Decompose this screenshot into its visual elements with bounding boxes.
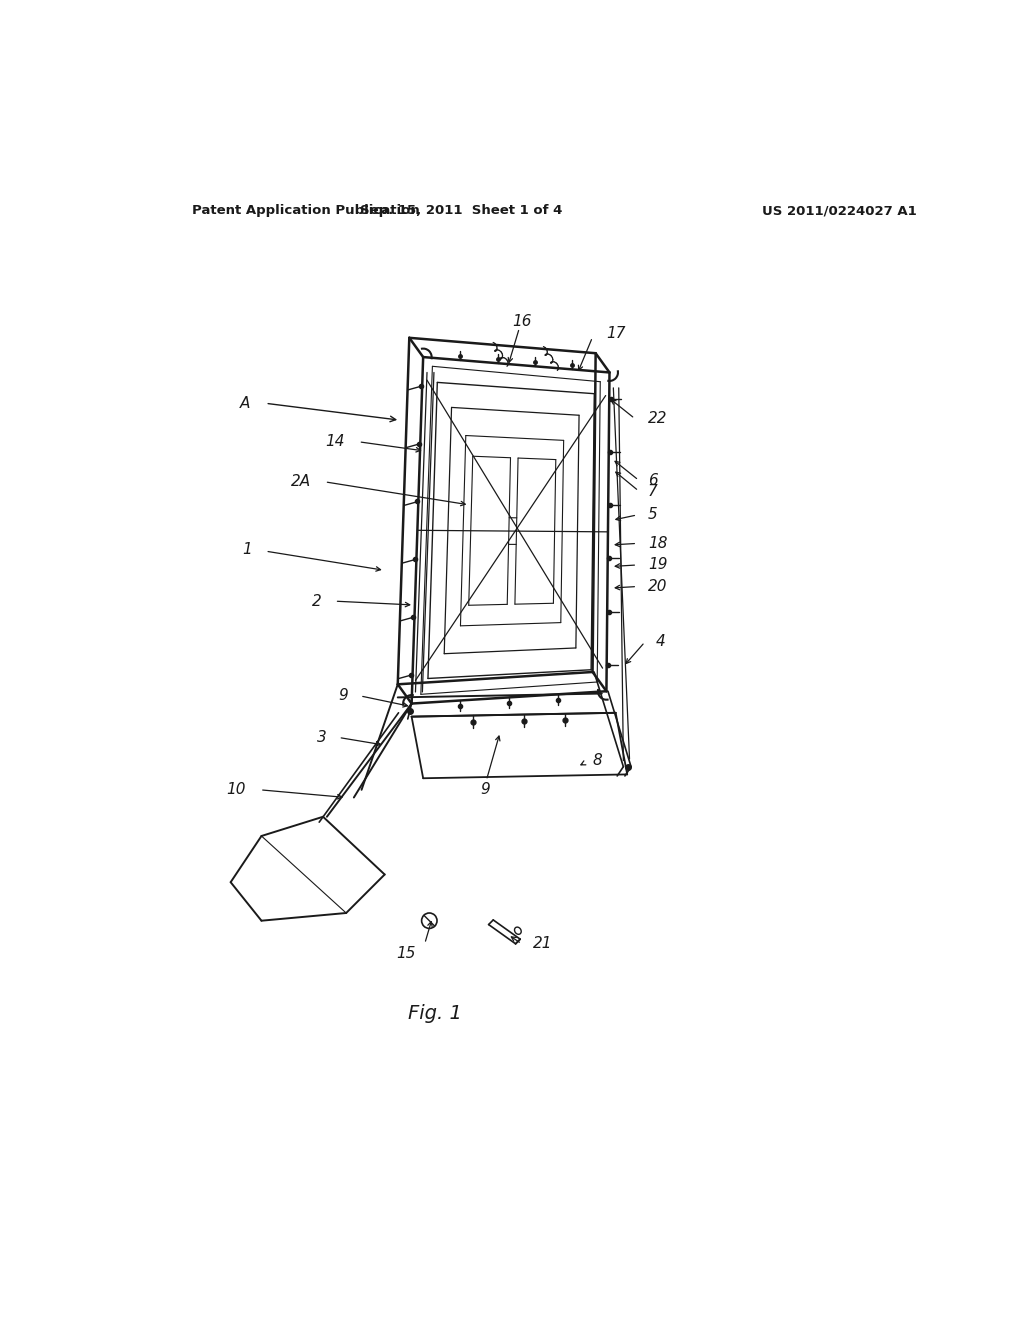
- Text: 6: 6: [648, 473, 657, 488]
- Text: 5: 5: [648, 507, 657, 523]
- Text: 17: 17: [606, 326, 626, 342]
- Text: 15: 15: [396, 946, 416, 961]
- Text: 9: 9: [480, 783, 489, 797]
- Text: Sep. 15, 2011  Sheet 1 of 4: Sep. 15, 2011 Sheet 1 of 4: [360, 205, 563, 218]
- Text: 18: 18: [648, 536, 668, 550]
- Text: 7: 7: [648, 483, 657, 499]
- Text: Patent Application Publication: Patent Application Publication: [193, 205, 420, 218]
- Text: 2A: 2A: [292, 474, 311, 490]
- Text: 1: 1: [243, 543, 252, 557]
- Text: 10: 10: [226, 783, 246, 797]
- Text: 3: 3: [317, 730, 327, 744]
- Text: 22: 22: [648, 411, 668, 426]
- Text: 16: 16: [512, 314, 531, 329]
- Text: 4: 4: [655, 635, 666, 649]
- Text: 19: 19: [648, 557, 668, 573]
- Text: 2: 2: [311, 594, 322, 609]
- Text: 14: 14: [326, 434, 345, 449]
- Text: US 2011/0224027 A1: US 2011/0224027 A1: [762, 205, 916, 218]
- Text: A: A: [240, 396, 250, 411]
- Text: 9: 9: [338, 688, 348, 704]
- Text: 20: 20: [648, 579, 668, 594]
- Text: 21: 21: [532, 936, 552, 952]
- Text: 8: 8: [593, 752, 602, 768]
- Text: Fig. 1: Fig. 1: [408, 1003, 462, 1023]
